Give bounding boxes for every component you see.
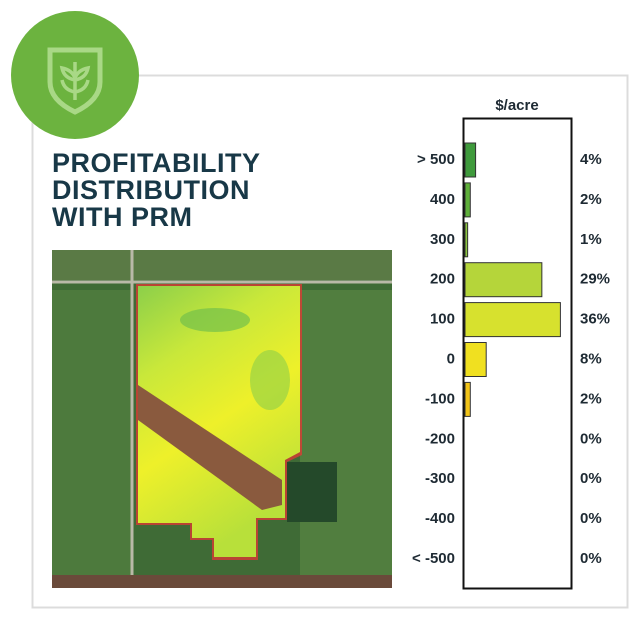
title-line: DISTRIBUTION [52, 175, 250, 205]
category-label: 0 [447, 350, 455, 367]
value-label: 36% [580, 311, 610, 328]
value-label: 0% [580, 470, 602, 487]
category-label: -100 [425, 390, 455, 407]
plot-frame [462, 117, 573, 590]
category-label: > 500 [417, 151, 455, 168]
bar [464, 381, 471, 417]
category-label: 200 [430, 271, 455, 288]
title-line: PROFITABILITY [52, 148, 261, 178]
value-label: 29% [580, 271, 610, 288]
category-label: -400 [425, 510, 455, 527]
category-label: 400 [430, 191, 455, 208]
title-line: WITH PRM [52, 202, 192, 232]
bar [464, 142, 477, 178]
value-label: 0% [580, 550, 602, 567]
bar [464, 262, 543, 298]
bar [464, 302, 561, 338]
category-label: -300 [425, 470, 455, 487]
value-label: 0% [580, 430, 602, 447]
category-label: -200 [425, 430, 455, 447]
bar [464, 342, 487, 377]
bar [464, 222, 469, 258]
value-label: 1% [580, 231, 602, 248]
value-label: 4% [580, 151, 602, 168]
category-label: 300 [430, 231, 455, 248]
value-label: 2% [580, 191, 602, 208]
value-label: 0% [580, 510, 602, 527]
field-map [52, 250, 392, 588]
category-label: < -500 [412, 550, 455, 567]
value-label: 2% [580, 390, 602, 407]
bar [464, 182, 471, 218]
value-label: 8% [580, 350, 602, 367]
axis-label: $/acre [495, 97, 538, 114]
shield-icon [47, 47, 103, 115]
category-label: 100 [430, 311, 455, 328]
